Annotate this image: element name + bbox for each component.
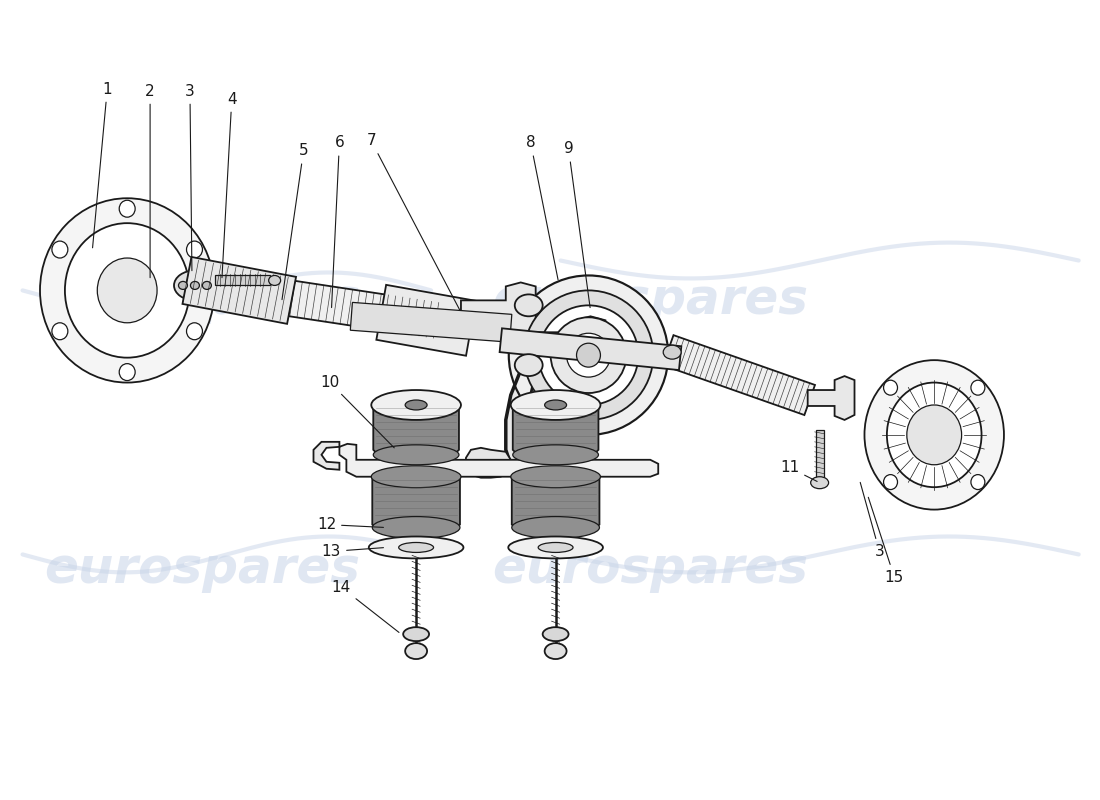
Ellipse shape xyxy=(119,364,135,381)
Ellipse shape xyxy=(663,346,681,359)
Ellipse shape xyxy=(883,380,898,395)
Circle shape xyxy=(551,318,626,393)
Ellipse shape xyxy=(513,445,598,465)
Ellipse shape xyxy=(373,445,459,465)
Text: 12: 12 xyxy=(317,517,384,532)
Ellipse shape xyxy=(404,627,429,641)
Ellipse shape xyxy=(372,466,461,488)
Polygon shape xyxy=(189,266,439,338)
Ellipse shape xyxy=(971,474,984,490)
Ellipse shape xyxy=(510,466,601,488)
Text: eurospares: eurospares xyxy=(493,546,808,594)
Ellipse shape xyxy=(515,354,542,376)
Polygon shape xyxy=(340,444,658,477)
Text: 6: 6 xyxy=(331,135,344,307)
Polygon shape xyxy=(461,282,536,338)
Text: 11: 11 xyxy=(780,460,817,482)
Text: 3: 3 xyxy=(185,84,195,270)
Text: 13: 13 xyxy=(321,544,384,559)
Ellipse shape xyxy=(508,537,603,558)
Text: eurospares: eurospares xyxy=(493,276,808,324)
Ellipse shape xyxy=(187,322,202,340)
Ellipse shape xyxy=(538,542,573,553)
Ellipse shape xyxy=(368,537,463,558)
Ellipse shape xyxy=(398,542,433,553)
Ellipse shape xyxy=(405,400,427,410)
Ellipse shape xyxy=(52,241,68,258)
Ellipse shape xyxy=(883,474,898,490)
Polygon shape xyxy=(372,477,460,530)
Polygon shape xyxy=(314,442,340,470)
Ellipse shape xyxy=(887,382,981,487)
Ellipse shape xyxy=(515,294,542,316)
Ellipse shape xyxy=(40,198,214,382)
Ellipse shape xyxy=(510,390,601,420)
Ellipse shape xyxy=(865,360,1004,510)
Ellipse shape xyxy=(65,223,189,358)
Circle shape xyxy=(576,343,601,367)
Ellipse shape xyxy=(174,270,216,300)
Polygon shape xyxy=(506,330,591,470)
Polygon shape xyxy=(816,430,824,480)
Text: 8: 8 xyxy=(526,135,558,280)
Polygon shape xyxy=(376,285,476,356)
Polygon shape xyxy=(513,405,598,454)
Ellipse shape xyxy=(202,282,211,290)
Circle shape xyxy=(539,306,638,405)
Ellipse shape xyxy=(542,627,569,641)
Ellipse shape xyxy=(178,282,187,290)
Polygon shape xyxy=(663,335,815,415)
Polygon shape xyxy=(536,316,605,366)
Circle shape xyxy=(524,290,653,420)
Polygon shape xyxy=(183,257,296,324)
Polygon shape xyxy=(512,477,600,530)
Text: 3: 3 xyxy=(860,482,884,559)
Polygon shape xyxy=(350,302,512,342)
Ellipse shape xyxy=(906,405,961,465)
Ellipse shape xyxy=(811,477,828,489)
Text: eurospares: eurospares xyxy=(44,276,360,324)
Polygon shape xyxy=(466,448,510,478)
Text: 10: 10 xyxy=(320,374,394,448)
Circle shape xyxy=(509,275,668,435)
Text: 5: 5 xyxy=(282,143,308,300)
Ellipse shape xyxy=(372,390,461,420)
Polygon shape xyxy=(499,328,681,370)
Text: 15: 15 xyxy=(868,498,904,585)
Polygon shape xyxy=(373,405,459,454)
Text: 4: 4 xyxy=(222,92,236,278)
Ellipse shape xyxy=(372,517,460,538)
Text: 9: 9 xyxy=(563,142,590,307)
Ellipse shape xyxy=(52,322,68,340)
Ellipse shape xyxy=(97,258,157,322)
Ellipse shape xyxy=(544,643,566,659)
Ellipse shape xyxy=(971,380,984,395)
Ellipse shape xyxy=(405,643,427,659)
Polygon shape xyxy=(214,275,270,286)
Ellipse shape xyxy=(512,517,600,538)
Ellipse shape xyxy=(119,200,135,217)
Ellipse shape xyxy=(187,241,202,258)
Text: 14: 14 xyxy=(332,580,399,633)
Text: 1: 1 xyxy=(92,82,112,248)
Text: 7: 7 xyxy=(366,134,460,310)
Ellipse shape xyxy=(544,400,566,410)
Text: eurospares: eurospares xyxy=(44,546,360,594)
Ellipse shape xyxy=(190,282,199,290)
Circle shape xyxy=(566,334,610,377)
Polygon shape xyxy=(807,376,855,420)
Text: 2: 2 xyxy=(145,84,155,278)
Ellipse shape xyxy=(268,275,280,286)
